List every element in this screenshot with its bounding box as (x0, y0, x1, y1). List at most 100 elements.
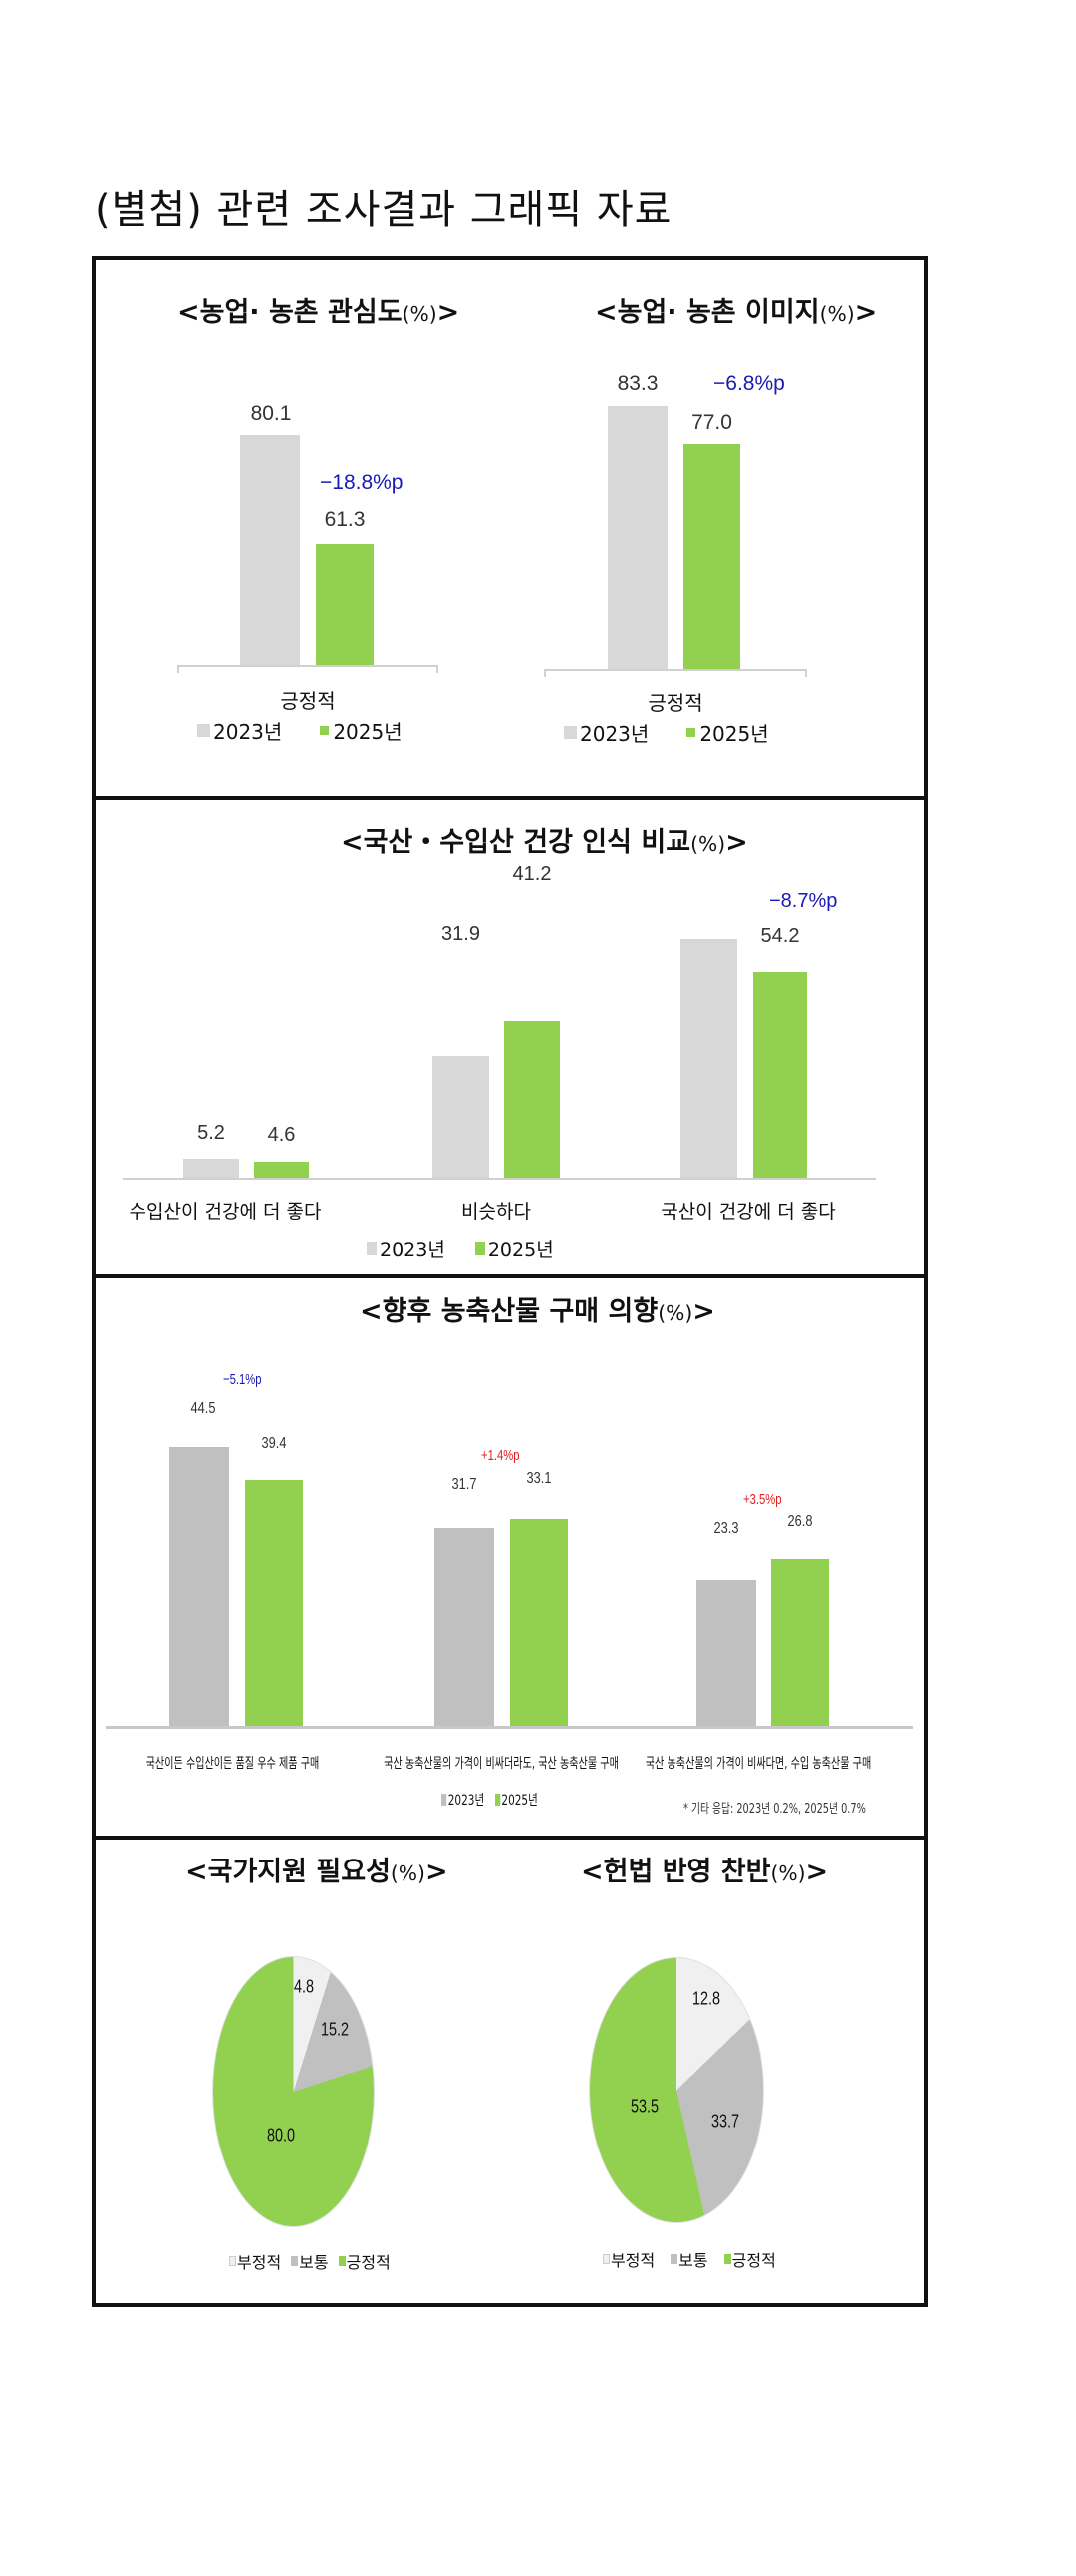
chart-title: <헌법 반영 찬반(%)> (581, 1857, 829, 1887)
legend-swatch (338, 2256, 346, 2266)
chart-title: <국산・수입산 건강 인식 비교(%)> (341, 827, 748, 858)
legend-label: 보통 (299, 2253, 329, 2272)
legend-swatch (441, 1794, 447, 1806)
axis-tick (544, 669, 546, 677)
panel-interest-image: <농업· 농촌 관심도(%)> 80.1 −18.8%p 61.3 긍정적 20… (96, 260, 924, 796)
delta-label: −8.7%p (769, 890, 838, 912)
legend-swatch (686, 728, 696, 737)
legend-item-2025: 2025년 (320, 716, 403, 745)
legend-swatch (671, 2254, 678, 2264)
slice-label-negative: 12.8 (691, 1988, 721, 2009)
legend-label: 부정적 (611, 2251, 656, 2270)
legend-item-negative: 부정적 (229, 2249, 281, 2273)
chart-health: <국산・수입산 건강 인식 비교(%)> 5.2 4.6 31.9 41.2 6… (96, 800, 924, 1274)
category-label: 국산이 건강에 더 좋다 (661, 1201, 836, 1223)
legend: 2023년 2025년 (564, 718, 769, 747)
legend-swatch (291, 2256, 299, 2266)
legend-label: 2025년 (487, 1239, 554, 1261)
value-2025: 54.2 (760, 925, 800, 947)
chart-purchase: <향후 농축산물 구매 의향(%)> −5.1%p 44.5 39.4 +1.4… (96, 1278, 924, 1836)
value-2023: 80.1 (250, 402, 292, 425)
value-2023: 31.7 (451, 1476, 477, 1493)
legend-item-2023: 2023년 (197, 716, 282, 745)
legend-item-negative: 부정적 (603, 2247, 655, 2271)
delta-label: −5.1%p (223, 1371, 262, 1388)
legend-label: 2023년 (213, 720, 283, 744)
bar-2023 (696, 1580, 756, 1726)
category-label: 국산 농축산물의 가격이 비싸더라도, 국산 농축산물 구매 (384, 1756, 619, 1772)
legend: 2023년 2025년 (197, 716, 403, 745)
category-label: 국산이든 수입산이든 품질 우수 제품 구매 (145, 1756, 320, 1772)
chart-title: <농업· 농촌 이미지(%)> (595, 297, 878, 328)
value-2025: 4.6 (267, 1124, 296, 1146)
legend-label: 2023년 (447, 1793, 485, 1809)
legend-label: 2025년 (501, 1793, 538, 1809)
bar-2023 (240, 435, 300, 666)
legend-swatch (229, 2256, 236, 2266)
bar-2023 (434, 1528, 494, 1726)
legend-label: 긍정적 (731, 2251, 776, 2270)
legend-swatch (494, 1794, 500, 1806)
value-2025: 26.8 (787, 1513, 813, 1530)
slice-label-positive: 80.0 (266, 2125, 296, 2146)
bar-2025 (753, 972, 807, 1178)
axis-tick (805, 669, 807, 677)
chart-interest: <농업· 농촌 관심도(%)> 80.1 −18.8%p 61.3 긍정적 20… (96, 260, 514, 796)
value-2023: 44.5 (190, 1400, 216, 1417)
slice-label-neutral: 15.2 (320, 2019, 350, 2040)
legend-item-2025: 2025년 (494, 1790, 538, 1810)
bar-2025 (504, 1021, 560, 1178)
value-2023: 23.3 (713, 1520, 739, 1537)
page-title: (별첨) 관련 조사결과 그래픽 자료 (95, 187, 672, 233)
slice-label-positive: 53.5 (630, 2096, 660, 2117)
legend-label: 2025년 (699, 722, 769, 746)
legend-item-2023: 2023년 (367, 1235, 445, 1262)
x-axis (106, 1726, 913, 1729)
delta-label: +3.5%p (743, 1491, 782, 1508)
delta-label: −18.8%p (320, 471, 404, 494)
bar-2025 (510, 1519, 568, 1726)
charts-frame: <농업· 농촌 관심도(%)> 80.1 −18.8%p 61.3 긍정적 20… (92, 256, 928, 2307)
legend-swatch (603, 2254, 610, 2264)
bar-2025 (771, 1559, 829, 1726)
x-axis (123, 1178, 876, 1180)
category-label: 국산 농축산물의 가격이 비싸다면, 수입 농축산물 구매 (645, 1756, 872, 1772)
legend-swatch (197, 724, 210, 737)
pie-chart (589, 1957, 764, 2223)
legend-item-2023: 2023년 (564, 718, 649, 747)
panel-pies: <국가지원 필요성(%)> 4.8 15.2 80.0 부정적 보통 긍정적 <… (96, 1840, 924, 2307)
bar-2025 (245, 1480, 303, 1726)
value-2025: 33.1 (526, 1470, 552, 1487)
legend-label: 2023년 (580, 722, 650, 746)
legend-label: 2023년 (380, 1239, 445, 1261)
chart-image: <농업· 농촌 이미지(%)> 83.3 −6.8%p 77.0 긍정적 202… (514, 260, 928, 796)
value-2023: 83.3 (617, 372, 659, 395)
axis-tick (436, 665, 438, 673)
pie-chart (212, 1956, 375, 2227)
legend-item-2025: 2025년 (686, 718, 769, 747)
bar-2023 (608, 406, 668, 670)
legend-item-positive: 긍정적 (338, 2249, 391, 2273)
slice-label-negative: 4.8 (293, 1976, 315, 1997)
chart-support: <국가지원 필요성(%)> 4.8 15.2 80.0 부정적 보통 긍정적 (96, 1840, 514, 2307)
value-2025: 39.4 (261, 1435, 287, 1452)
legend-label: 긍정적 (346, 2253, 391, 2272)
bar-2023 (432, 1056, 489, 1178)
legend-label: 2025년 (333, 720, 403, 744)
x-axis (177, 665, 438, 667)
legend: 2023년 2025년 (441, 1790, 538, 1810)
legend-swatch (723, 2254, 731, 2264)
legend-swatch (474, 1242, 485, 1255)
bar-2025 (683, 444, 740, 670)
legend-item-neutral: 보통 (671, 2247, 708, 2271)
slice-label-neutral: 33.7 (710, 2111, 740, 2132)
legend-item-2023: 2023년 (441, 1790, 484, 1810)
legend-label: 보통 (678, 2251, 708, 2270)
delta-label: +1.4%p (481, 1447, 520, 1464)
legend-item-2025: 2025년 (474, 1235, 554, 1262)
legend-swatch (564, 726, 577, 739)
legend-item-positive: 긍정적 (723, 2247, 776, 2271)
category-label: 비슷하다 (461, 1201, 531, 1223)
value-2025: 77.0 (691, 411, 732, 433)
legend-swatch (320, 726, 330, 735)
